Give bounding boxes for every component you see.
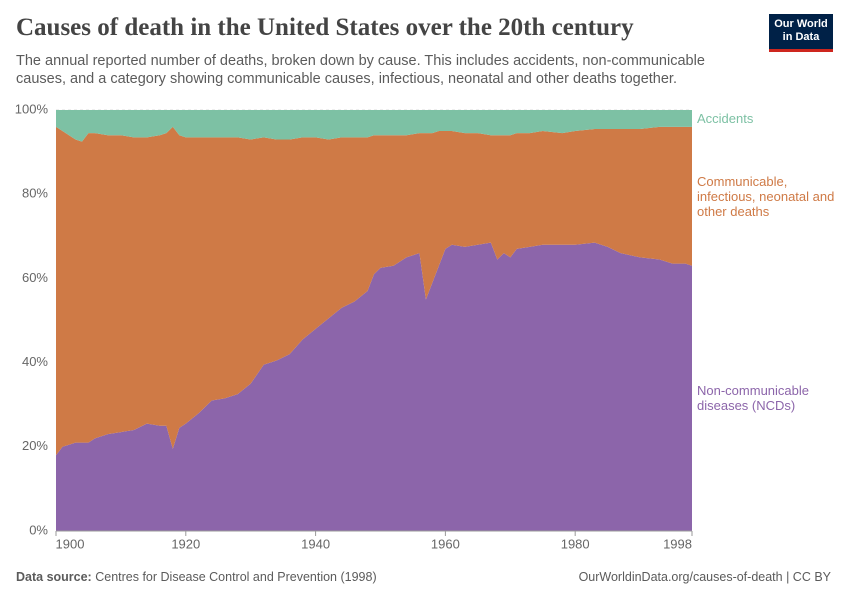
y-tick-label: 80%: [22, 186, 48, 201]
x-tick-label: 1998: [663, 536, 692, 551]
area: [56, 126, 692, 456]
area: [56, 242, 692, 532]
x-tick-label: 1920: [171, 536, 200, 551]
y-tick-label: 100%: [15, 101, 49, 116]
chart-title: Causes of death in the United States ove…: [16, 14, 634, 41]
source-url[interactable]: OurWorldinData.org/causes-of-death | CC …: [578, 570, 831, 584]
series-label[interactable]: Accidents: [697, 110, 754, 126]
source-label: Data source:: [16, 570, 92, 584]
area: [56, 110, 692, 142]
x-tick-label: 1980: [561, 536, 590, 551]
y-tick-label: 0%: [29, 522, 48, 537]
series-label[interactable]: Communicable, infectious, neonatal and o…: [697, 173, 835, 219]
logo[interactable]: Our World in Data: [769, 14, 833, 52]
y-tick-label: 40%: [22, 354, 48, 369]
y-tick-label: 60%: [22, 270, 48, 285]
chart-subtitle: The annual reported number of deaths, br…: [16, 53, 705, 87]
x-tick-label: 1960: [431, 536, 460, 551]
x-tick-label: 1900: [56, 536, 85, 551]
series-label[interactable]: Non-communicable diseases (NCDs): [697, 383, 809, 414]
source-text: Centres for Disease Control and Preventi…: [95, 570, 377, 584]
source: Data source: Centres for Disease Control…: [16, 570, 377, 584]
x-tick-label: 1940: [301, 536, 330, 551]
y-tick-label: 20%: [22, 438, 48, 453]
